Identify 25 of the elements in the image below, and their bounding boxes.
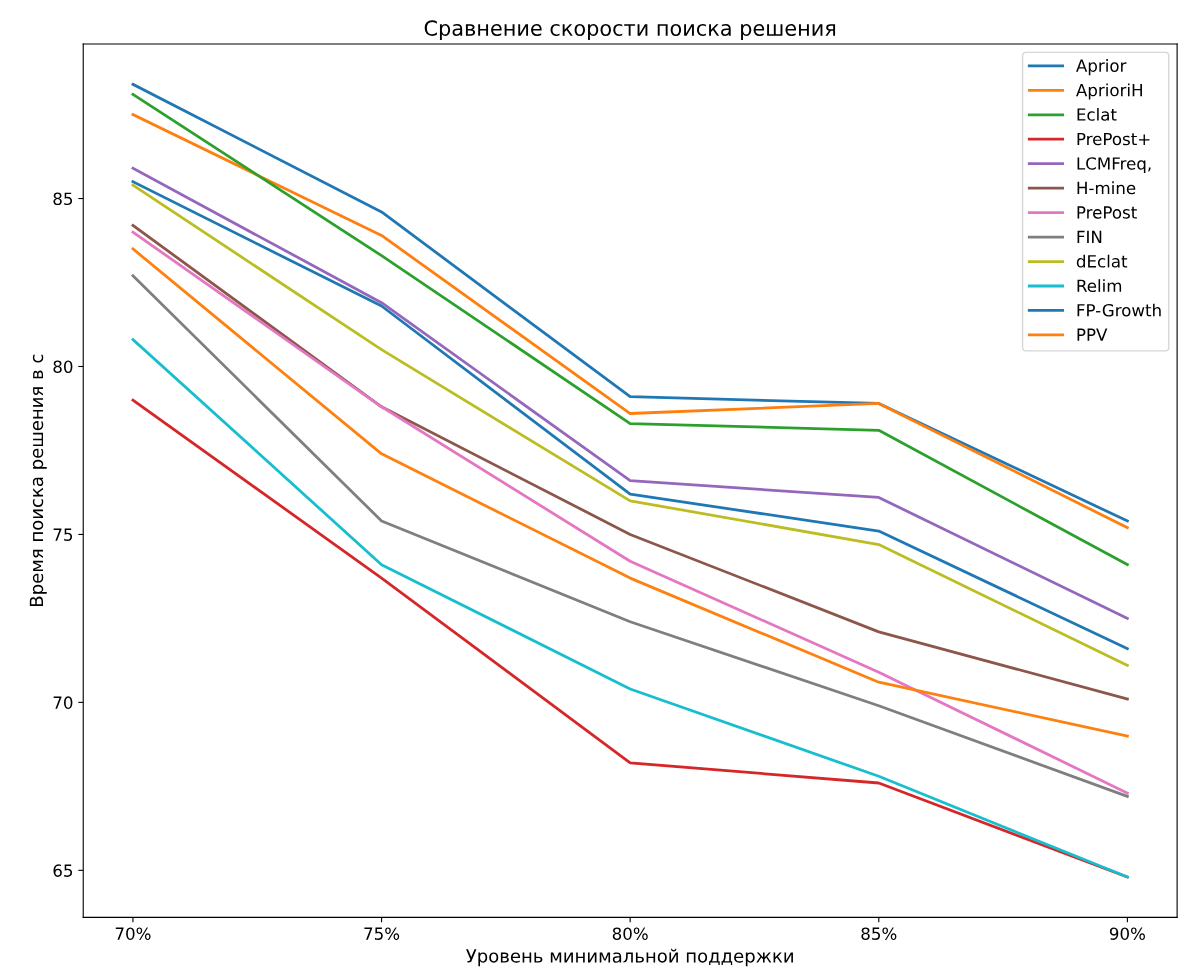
legend-label: PrePost — [1077, 206, 1137, 219]
legend-label: PrePost+ — [1077, 132, 1150, 146]
legend-label: PPV — [1077, 328, 1108, 341]
legend-label: FP-Growth — [1077, 303, 1161, 317]
x-axis-title: Уровень минимальной поддержки — [466, 948, 793, 967]
y-tick-label: 70 — [53, 696, 73, 709]
x-tick-label: 80% — [612, 927, 648, 940]
legend-label: LCMFreq, — [1077, 157, 1151, 173]
y-tick-label: 85 — [53, 192, 73, 206]
y-axis-title: Время поиска решения в с — [29, 354, 47, 606]
chart-title: Сравнение скорости поиска решения — [424, 20, 836, 41]
x-tick-label: 90% — [1109, 927, 1145, 940]
y-tick-label: 75 — [53, 528, 73, 541]
legend-label: Eclat — [1077, 107, 1117, 121]
x-tick-label: 85% — [861, 927, 897, 940]
legend-label: H-mine — [1077, 181, 1136, 195]
y-tick-label: 80 — [53, 360, 73, 374]
legend-label: Aprior — [1076, 59, 1127, 76]
x-tick-label: 70% — [115, 927, 151, 940]
legend-label: AprioriH — [1076, 83, 1142, 100]
x-tick-label: 75% — [364, 927, 400, 940]
legend-label: FIN — [1077, 230, 1102, 243]
legend-label: Relim — [1077, 279, 1122, 293]
y-tick-label: 65 — [53, 864, 73, 877]
legend-label: dEclat — [1076, 254, 1128, 268]
